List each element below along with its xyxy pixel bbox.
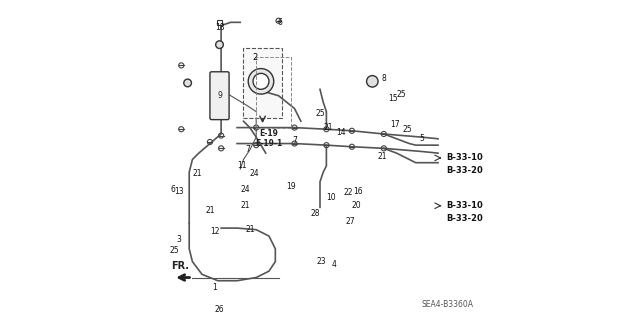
Circle shape [184, 79, 191, 87]
Text: B-33-10: B-33-10 [446, 201, 483, 210]
Bar [217, 20, 222, 25]
FancyBboxPatch shape [210, 72, 229, 120]
Text: 7: 7 [292, 136, 297, 145]
Text: 11: 11 [237, 161, 246, 170]
Text: 1: 1 [212, 283, 216, 292]
Text: 25: 25 [403, 125, 413, 134]
Text: 10: 10 [326, 193, 336, 202]
Text: 23: 23 [317, 257, 326, 266]
Circle shape [216, 41, 223, 48]
Text: 15: 15 [388, 94, 398, 103]
FancyBboxPatch shape [243, 48, 282, 118]
Text: 16: 16 [353, 187, 363, 196]
Text: 6: 6 [170, 185, 175, 194]
Circle shape [367, 76, 378, 87]
Text: 25: 25 [169, 246, 179, 255]
Text: 8: 8 [381, 74, 386, 83]
Text: 21: 21 [245, 225, 255, 234]
Text: B-33-20: B-33-20 [446, 166, 483, 175]
Text: 22: 22 [343, 189, 353, 197]
Text: 18: 18 [215, 23, 224, 32]
Text: 17: 17 [390, 120, 400, 129]
Text: 21: 21 [323, 123, 333, 132]
Text: 2: 2 [252, 53, 257, 62]
Text: 7: 7 [246, 145, 251, 154]
Text: 21: 21 [205, 206, 214, 215]
Text: SEA4-B3360A: SEA4-B3360A [421, 300, 473, 309]
Text: 9: 9 [217, 91, 222, 100]
Text: 28: 28 [310, 209, 320, 218]
Text: 25: 25 [315, 109, 325, 118]
Text: E-19: E-19 [260, 129, 278, 138]
Text: E-19-1: E-19-1 [255, 139, 283, 148]
Text: 3: 3 [177, 235, 181, 244]
Text: 6: 6 [278, 18, 283, 27]
Text: 21: 21 [240, 201, 250, 210]
Text: 24: 24 [240, 185, 250, 194]
Text: B-33-10: B-33-10 [446, 153, 483, 162]
Text: B-33-20: B-33-20 [446, 214, 483, 223]
Text: 12: 12 [210, 227, 220, 236]
Circle shape [248, 69, 274, 94]
Text: 26: 26 [214, 305, 225, 314]
Text: 19: 19 [287, 182, 296, 191]
Text: 4: 4 [332, 260, 337, 269]
Text: 5: 5 [420, 134, 424, 143]
Text: 24: 24 [250, 169, 259, 178]
Text: 14: 14 [336, 128, 346, 137]
Text: 21: 21 [193, 169, 202, 178]
Text: FR.: FR. [171, 261, 189, 271]
Text: 13: 13 [174, 187, 184, 196]
Text: 20: 20 [352, 201, 362, 210]
Text: 21: 21 [378, 152, 387, 161]
Text: 27: 27 [346, 217, 355, 226]
Circle shape [253, 73, 269, 89]
Text: 25: 25 [397, 90, 406, 99]
